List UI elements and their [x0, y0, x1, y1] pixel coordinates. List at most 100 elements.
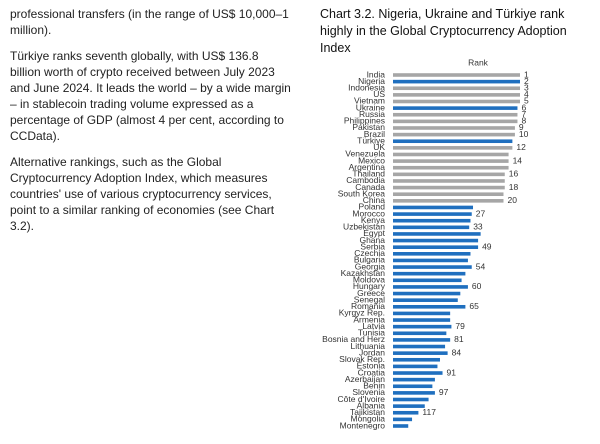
rank-label: 12	[516, 142, 526, 152]
bar	[393, 377, 435, 382]
category-label: Bosnia and Herz	[322, 334, 385, 344]
category-label: Ukraine	[356, 102, 386, 112]
category-label: Albania	[357, 400, 386, 410]
category-label: Egypt	[363, 228, 385, 238]
bar	[393, 152, 509, 157]
category-label: Argentina	[349, 162, 386, 172]
rank-label: 81	[454, 334, 464, 344]
category-label: Uzbekistan	[343, 222, 385, 232]
bar	[393, 324, 452, 329]
category-label: China	[363, 195, 385, 205]
bar	[393, 351, 448, 355]
category-label: Moldova	[353, 275, 385, 285]
category-label: Romania	[351, 301, 385, 311]
category-label: Türkiye	[357, 135, 385, 145]
rank-label: 4	[524, 89, 529, 99]
bar	[393, 384, 433, 389]
rank-label: 5	[524, 96, 529, 106]
bar	[393, 119, 518, 124]
category-label: Philippines	[344, 116, 385, 126]
rank-label: 117	[422, 407, 436, 417]
bar	[393, 391, 435, 395]
rank-label: 7	[521, 109, 526, 119]
bar	[393, 271, 466, 276]
category-label: Canada	[355, 182, 385, 192]
bar	[393, 371, 443, 375]
rank-label: 79	[455, 321, 465, 331]
rank-label: 91	[447, 367, 457, 377]
category-label: Poland	[359, 202, 386, 212]
bar	[393, 291, 461, 296]
bar	[393, 165, 509, 170]
category-label: Estonia	[357, 361, 386, 371]
rank-label: 14	[513, 155, 523, 165]
category-label: Latvia	[362, 321, 385, 331]
category-label: Georgia	[355, 261, 386, 271]
rank-label: 16	[509, 169, 519, 179]
bar	[393, 410, 419, 415]
category-label: Pakistan	[352, 122, 385, 132]
bar	[393, 126, 515, 130]
category-label: Serbia	[360, 241, 385, 251]
axis-label: Rank	[468, 57, 489, 67]
category-label: Tunisia	[358, 328, 385, 338]
rank-label: 2	[524, 76, 529, 86]
category-label: Russia	[359, 109, 385, 119]
bar	[393, 357, 440, 362]
category-label: Mongolia	[351, 414, 386, 424]
rank-label: 54	[476, 261, 486, 271]
bar	[393, 132, 515, 137]
bar	[393, 311, 451, 316]
category-label: Croatia	[358, 367, 386, 377]
bar	[393, 232, 481, 236]
bar	[393, 278, 462, 283]
paragraph: Alternative rankings, such as the Global…	[10, 155, 275, 233]
rank-label: 60	[472, 281, 482, 291]
rank-label: 49	[482, 241, 492, 251]
bar	[393, 285, 468, 289]
bar	[393, 185, 505, 190]
category-label: Morocco	[352, 208, 385, 218]
category-label: Lithuania	[350, 341, 385, 351]
category-label: Slovenia	[352, 387, 385, 397]
bar	[393, 424, 409, 428]
category-label: Indonesia	[348, 82, 385, 92]
category-label: Kyrgyz Rep.	[339, 308, 385, 318]
category-label: UK	[373, 142, 385, 152]
bar	[393, 344, 446, 349]
category-label: Cambodia	[346, 175, 385, 185]
bar	[393, 212, 472, 216]
rank-label: 3	[524, 82, 529, 92]
bar	[393, 304, 466, 309]
category-label: Hungary	[353, 281, 386, 291]
category-label: Kazakhstan	[341, 268, 386, 278]
bar	[393, 106, 518, 110]
category-label: Ghana	[359, 235, 385, 245]
category-label: Côte d'Ivoire	[338, 394, 386, 404]
category-label: Vietnam	[354, 96, 385, 106]
bar	[393, 159, 509, 163]
bar	[393, 245, 479, 249]
rank-label: 10	[519, 129, 529, 139]
category-label: Azerbaijan	[345, 374, 385, 384]
category-label: Bulgaria	[354, 255, 385, 265]
bar	[393, 73, 520, 77]
bar	[393, 364, 438, 369]
bar	[393, 397, 429, 402]
paragraph: Türkiye ranks seventh globally, with US$…	[10, 49, 291, 143]
bar	[393, 79, 520, 84]
bar	[393, 99, 520, 104]
bar	[393, 179, 505, 183]
paragraph: professional transfers (in the range of …	[10, 7, 289, 37]
bar	[393, 172, 505, 177]
category-label: Armenia	[353, 314, 385, 324]
rank-label: 8	[521, 116, 526, 126]
bar	[393, 258, 468, 263]
rank-label: 6	[521, 102, 526, 112]
bar	[393, 225, 470, 230]
category-label: Benin	[363, 381, 385, 391]
category-label: Senegal	[354, 294, 385, 304]
bar	[393, 331, 447, 336]
chart: Rank India 1 Nigeria 2 Indonesia 3 US 4 Vietnam 5…	[322, 57, 529, 430]
bar	[393, 218, 471, 223]
